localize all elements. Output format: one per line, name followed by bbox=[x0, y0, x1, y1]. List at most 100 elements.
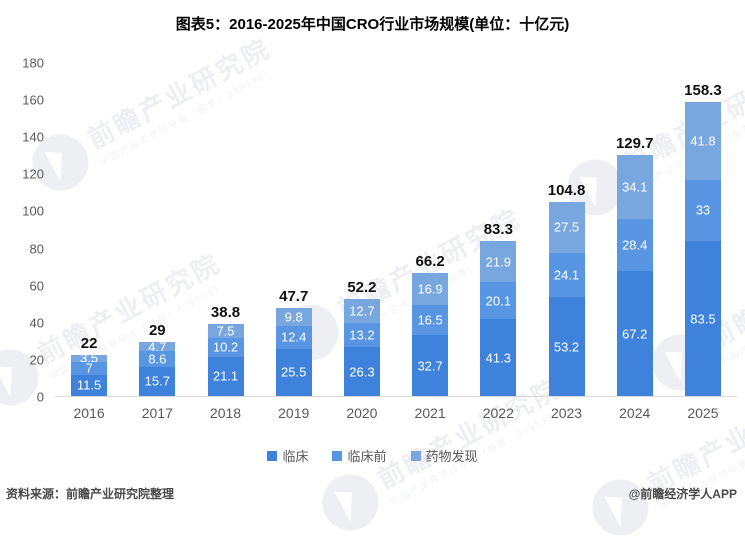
segment-value-label: 34.1 bbox=[622, 179, 648, 195]
total-label-2018: 38.8 bbox=[210, 304, 241, 322]
segment-value-label: 15.7 bbox=[144, 373, 170, 389]
chart-title: 图表5：2016-2025年中国CRO行业市场规模(单位：十亿元) bbox=[175, 16, 570, 33]
total-label-2020: 52.2 bbox=[347, 279, 377, 297]
y-axis: 0 20 40 60 80 100 120 140 160 180 bbox=[0, 56, 44, 405]
chart-frame: 图表5：2016-2025年中国CRO行业市场规模(单位：十亿元) 前瞻产业研究… bbox=[0, 0, 745, 511]
total-label-2024: 129.7 bbox=[615, 135, 654, 153]
segment-value-label: 16.5 bbox=[417, 312, 443, 328]
segment-2025-临床前: 33 bbox=[684, 179, 721, 242]
segment-2024-临床前: 28.4 bbox=[616, 218, 653, 272]
segment-value-label: 9.8 bbox=[284, 309, 303, 325]
y-tick-label: 0 bbox=[36, 389, 44, 405]
x-tick-label-2023: 2023 bbox=[550, 405, 583, 421]
segment-2017-临床: 15.7 bbox=[139, 366, 176, 396]
y-tick-label: 20 bbox=[29, 352, 44, 368]
bar-slot-2025: 158.3 41.8 33 83.5 bbox=[669, 63, 737, 396]
stacked-bar-2022: 21.9 20.1 41.3 bbox=[480, 241, 517, 396]
segment-value-label: 7 bbox=[85, 360, 93, 376]
bar-slot-2017: 29 4.7 8.6 15.7 bbox=[123, 63, 191, 396]
legend: 临床 临床前 药物发现 bbox=[0, 446, 745, 465]
segment-2022-临床: 41.3 bbox=[480, 319, 517, 396]
segment-value-label: 4.7 bbox=[148, 339, 167, 355]
segment-value-label: 21.1 bbox=[212, 368, 239, 384]
y-tick-label: 100 bbox=[22, 203, 44, 219]
segment-2021-临床前: 16.5 bbox=[412, 304, 449, 336]
y-tick-label: 60 bbox=[29, 278, 44, 294]
segment-value-label: 12.4 bbox=[281, 329, 307, 345]
segment-2023-药物发现: 27.5 bbox=[548, 201, 585, 253]
x-tick-label-2021: 2021 bbox=[414, 405, 446, 421]
x-tick-label-2017: 2017 bbox=[141, 405, 173, 421]
segment-2020-临床: 26.3 bbox=[343, 347, 380, 396]
legend-swatch bbox=[332, 450, 343, 461]
segment-2024-药物发现: 34.1 bbox=[616, 155, 653, 219]
credit-note: @前瞻经济学人APP bbox=[628, 487, 737, 501]
segment-2023-临床前: 24.1 bbox=[548, 252, 585, 298]
bar-slot-2020: 52.2 12.7 13.2 26.3 bbox=[328, 63, 396, 396]
segment-value-label: 7.5 bbox=[216, 323, 235, 339]
bar-slot-2021: 66.2 16.9 16.5 32.7 bbox=[396, 63, 464, 396]
bar-slot-2018: 38.8 7.5 10.2 21.1 bbox=[191, 63, 259, 396]
bar-slot-2016: 22 3.5 7 11.5 bbox=[55, 63, 123, 396]
legend-label: 临床前 bbox=[347, 449, 387, 464]
segment-2023-临床: 53.2 bbox=[548, 297, 585, 396]
stacked-bar-2019: 9.8 12.4 25.5 bbox=[275, 307, 312, 396]
legend-swatch bbox=[267, 450, 278, 461]
segment-2018-药物发现: 7.5 bbox=[207, 323, 244, 339]
y-tick-label: 120 bbox=[22, 166, 44, 182]
stacked-bar-2025: 41.8 33 83.5 bbox=[684, 102, 721, 396]
segment-2022-药物发现: 21.9 bbox=[480, 241, 517, 283]
segment-value-label: 53.2 bbox=[553, 339, 580, 355]
total-label-2017: 29 bbox=[148, 322, 166, 340]
segment-value-label: 13.2 bbox=[349, 327, 375, 343]
segment-2018-临床前: 10.2 bbox=[207, 337, 244, 357]
segment-value-label: 16.9 bbox=[417, 281, 443, 297]
segment-value-label: 83.5 bbox=[690, 311, 716, 327]
x-tick-label-2018: 2018 bbox=[209, 405, 242, 421]
segment-value-label: 26.3 bbox=[349, 364, 375, 380]
segment-2018-临床: 21.1 bbox=[207, 356, 244, 396]
segment-value-label: 28.4 bbox=[622, 237, 648, 253]
segment-2025-药物发现: 41.8 bbox=[684, 102, 721, 180]
segment-value-label: 12.7 bbox=[349, 303, 375, 319]
legend-item-临床: 临床 bbox=[267, 446, 308, 465]
legend-label: 临床 bbox=[282, 449, 309, 464]
bar-slot-2019: 47.7 9.8 12.4 25.5 bbox=[260, 63, 328, 396]
legend-swatch bbox=[410, 450, 421, 461]
segment-value-label: 20.1 bbox=[485, 293, 511, 309]
total-label-2021: 66.2 bbox=[415, 253, 445, 271]
segment-2024-临床: 67.2 bbox=[616, 271, 653, 396]
x-tick-label-2019: 2019 bbox=[278, 405, 310, 421]
legend-label: 药物发现 bbox=[425, 449, 478, 464]
stacked-bar-2017: 4.7 8.6 15.7 bbox=[139, 339, 176, 396]
x-tick-label-2020: 2020 bbox=[346, 405, 378, 421]
segment-2019-药物发现: 9.8 bbox=[275, 307, 312, 326]
segment-2017-临床前: 8.6 bbox=[139, 350, 176, 367]
segment-2016-临床前: 7 bbox=[71, 360, 108, 376]
y-tick-label: 180 bbox=[22, 55, 44, 71]
segment-value-label: 41.8 bbox=[690, 133, 716, 149]
segment-value-label: 41.3 bbox=[485, 350, 511, 366]
segment-value-label: 67.2 bbox=[622, 326, 648, 342]
segment-value-label: 24.1 bbox=[553, 267, 580, 283]
total-label-2016: 22 bbox=[80, 335, 98, 353]
segment-2019-临床前: 12.4 bbox=[275, 325, 312, 349]
segment-value-label: 21.9 bbox=[485, 254, 511, 270]
y-tick-label: 80 bbox=[29, 241, 44, 257]
segment-2016-临床: 11.5 bbox=[71, 374, 108, 396]
bar-slot-2023: 104.8 27.5 24.1 53.2 bbox=[532, 63, 600, 396]
x-tick-label-2016: 2016 bbox=[73, 405, 105, 421]
total-label-2025: 158.3 bbox=[684, 82, 722, 100]
total-label-2019: 47.7 bbox=[279, 287, 309, 305]
source-note: 资料来源：前瞻产业研究院整理 bbox=[6, 487, 175, 501]
segment-2020-临床前: 13.2 bbox=[343, 322, 380, 348]
segment-2022-临床前: 20.1 bbox=[480, 282, 517, 320]
stacked-bar-2020: 12.7 13.2 26.3 bbox=[343, 299, 380, 396]
bar-slot-2022: 83.3 21.9 20.1 41.3 bbox=[464, 63, 532, 396]
stacked-bar-2018: 7.5 10.2 21.1 bbox=[207, 323, 244, 396]
segment-2019-临床: 25.5 bbox=[275, 348, 312, 396]
qianzhan-logo-icon bbox=[582, 469, 659, 545]
segment-2020-药物发现: 12.7 bbox=[343, 299, 380, 323]
x-tick-label-2022: 2022 bbox=[482, 405, 514, 421]
segment-value-label: 32.7 bbox=[417, 358, 443, 374]
